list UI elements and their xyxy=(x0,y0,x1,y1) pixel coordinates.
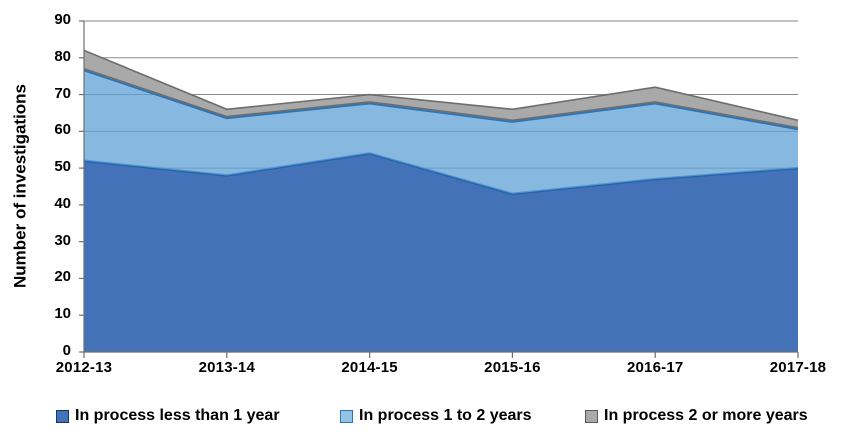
area-series-1 xyxy=(84,68,798,194)
y-axis-tick-label: 40 xyxy=(54,194,71,212)
y-axis-tick-label: 30 xyxy=(54,231,71,249)
legend-item: In process less than 1 year xyxy=(56,403,280,429)
y-axis-tick-label: 50 xyxy=(54,158,71,176)
x-axis-tick-label: 2014-15 xyxy=(341,359,398,376)
x-axis-tick-label: 2012-13 xyxy=(55,359,113,376)
chart-legend: In process less than 1 year In process 1 … xyxy=(0,403,864,429)
legend-label: In process 1 to 2 years xyxy=(359,407,532,424)
legend-item: In process 2 or more years xyxy=(585,403,808,429)
area-series-0 xyxy=(84,153,798,352)
y-axis-tick-label: 90 xyxy=(54,11,71,28)
area-series-2 xyxy=(84,50,798,128)
legend-swatch xyxy=(56,409,69,423)
legend-label: In process 2 or more years xyxy=(604,407,808,424)
line-series-0 xyxy=(83,152,799,196)
y-axis-tick-label: 20 xyxy=(54,268,71,286)
y-axis-tick-label: 80 xyxy=(54,47,71,65)
x-axis-tick-label: 2017-18 xyxy=(769,359,827,376)
y-axis-title: Number of investigations xyxy=(10,83,30,289)
x-axis-tick-label: 2013-14 xyxy=(198,359,256,376)
legend-swatch xyxy=(585,409,598,423)
line-series-2-top xyxy=(83,49,799,122)
y-axis-tick-label: 70 xyxy=(54,84,71,102)
line-series-1 xyxy=(83,69,799,131)
legend-swatch xyxy=(340,409,353,423)
legend-label: In process less than 1 year xyxy=(75,407,280,424)
y-axis-tick-label: 60 xyxy=(54,121,71,139)
line-series-2-bottom xyxy=(83,68,799,129)
legend-item: In process 1 to 2 years xyxy=(340,403,532,429)
y-axis-tick-label: 0 xyxy=(62,342,71,359)
y-axis-tick-label: 10 xyxy=(54,305,71,323)
x-axis-tick-label: 2015-16 xyxy=(484,359,541,376)
x-axis-tick-label: 2016-17 xyxy=(626,359,684,376)
